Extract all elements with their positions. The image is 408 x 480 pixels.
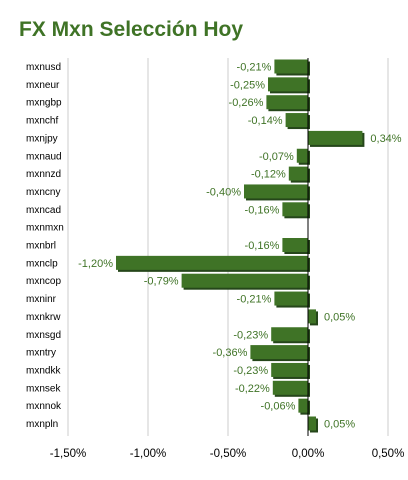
bar	[285, 113, 308, 128]
bar	[282, 202, 308, 217]
category-labels: mxnusd mxneur mxngbp mxnchf mxnjpy mxnaud mxnn…	[26, 62, 64, 430]
category-label: mxnpln	[26, 419, 58, 430]
value-label: -0,23%	[233, 365, 268, 377]
bar	[271, 327, 308, 342]
value-labels: -0,21% -0,25% -0,26% -0,14% 0,34% -0,07% -0,12…	[78, 62, 402, 431]
value-label: -1,20%	[78, 258, 113, 270]
category-label: mxncad	[26, 205, 61, 216]
bar	[308, 130, 363, 145]
bars	[116, 59, 365, 433]
bar	[271, 362, 308, 377]
chart-title: FX Mxn Selección Hoy	[19, 18, 244, 41]
value-label: -0,25%	[230, 79, 265, 91]
value-label: 0,34%	[370, 133, 401, 145]
category-label: mxnkrw	[26, 312, 61, 323]
value-label: -0,23%	[233, 329, 268, 341]
bar	[282, 238, 308, 252]
category-label: mxncop	[26, 276, 61, 287]
value-label: -0,36%	[213, 347, 248, 359]
value-label: -0,21%	[237, 294, 272, 306]
category-label: mxninr	[26, 294, 57, 305]
value-label: -0,06%	[261, 401, 296, 413]
category-label: mxnchf	[26, 116, 58, 127]
bar	[244, 184, 308, 199]
category-label: mxncny	[26, 187, 60, 198]
value-label: -0,16%	[245, 204, 280, 216]
x-tick-labels: -1,50% -1,00% -0,50% 0,00% 0,50%	[50, 448, 405, 460]
x-tick-label: 0,50%	[372, 448, 405, 460]
bar	[274, 291, 308, 306]
bar	[181, 273, 308, 288]
bar	[274, 59, 308, 74]
value-label: -0,26%	[229, 97, 264, 109]
value-label: 0,05%	[324, 311, 355, 323]
category-label: mxnnok	[26, 401, 62, 412]
category-label: mxnusd	[26, 62, 61, 73]
bar	[298, 398, 308, 413]
category-label: mxnjpy	[26, 133, 58, 144]
x-tick-label: 0,00%	[292, 448, 325, 460]
bar	[116, 255, 308, 270]
value-label: -0,22%	[235, 383, 270, 395]
category-label: mxnclp	[26, 258, 58, 269]
bar	[266, 95, 308, 110]
category-label: mxndkk	[26, 365, 61, 376]
value-label: -0,21%	[237, 62, 272, 74]
category-label: mxnaud	[26, 151, 62, 162]
x-tick-label: -1,00%	[130, 448, 166, 460]
bar	[268, 77, 308, 92]
category-label: mxneur	[26, 80, 60, 91]
bar	[250, 345, 308, 360]
value-label: -0,40%	[206, 186, 241, 198]
value-label: -0,16%	[245, 240, 280, 252]
x-tick-label: -0,50%	[210, 448, 246, 460]
value-label: -0,07%	[259, 151, 294, 163]
value-label: -0,12%	[251, 169, 286, 181]
bar	[308, 309, 316, 324]
value-label: 0,05%	[324, 419, 355, 431]
category-label: mxnnzd	[26, 169, 61, 180]
x-tick-label: -1,50%	[50, 448, 86, 460]
gridlines	[67, 58, 389, 436]
bar	[308, 416, 316, 431]
category-label: mxntry	[26, 348, 56, 359]
category-label: mxnsgd	[26, 330, 61, 341]
category-label: mxnbrl	[26, 241, 56, 252]
value-label: -0,14%	[248, 115, 283, 127]
bar	[272, 380, 308, 395]
category-label: mxnmxn	[26, 223, 64, 234]
category-label: mxngbp	[26, 98, 62, 109]
category-label: mxnsek	[26, 383, 61, 394]
value-label: -0,79%	[144, 276, 179, 288]
bar	[296, 148, 308, 163]
bar	[288, 166, 308, 181]
